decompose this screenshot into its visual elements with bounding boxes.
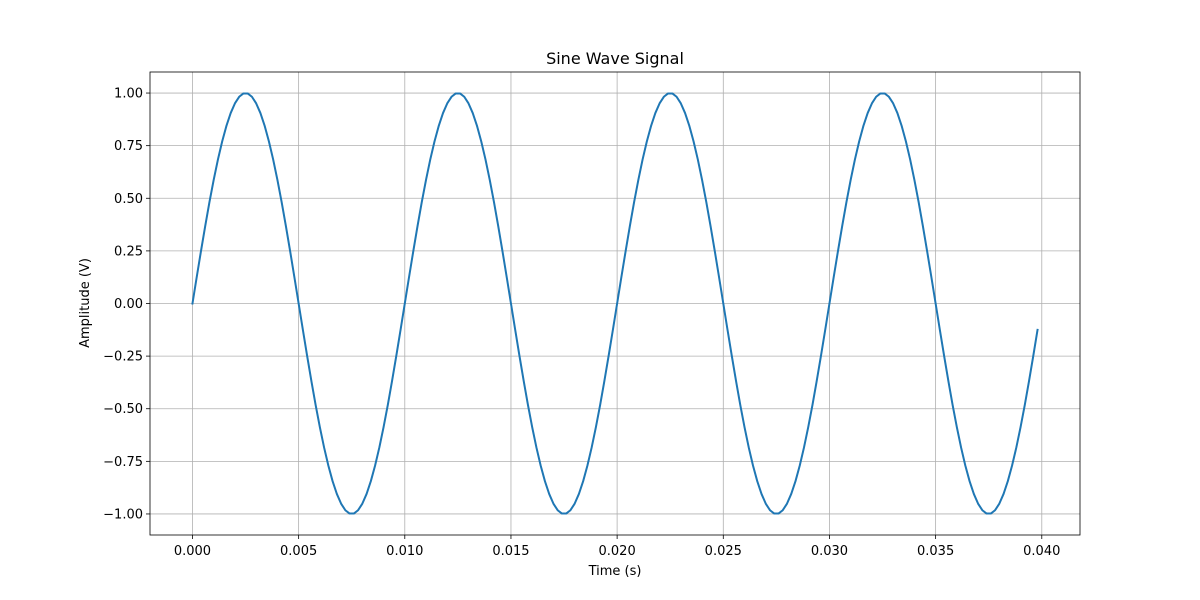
- y-tick-label: 0.00: [114, 297, 143, 312]
- x-tick-label: 0.000: [174, 544, 211, 559]
- x-tick-label: 0.030: [811, 544, 848, 559]
- y-tick-label: −0.25: [103, 350, 143, 365]
- x-tick-label: 0.010: [386, 544, 423, 559]
- x-tick-label: 0.040: [1023, 544, 1060, 559]
- y-axis-ticks: 1.00 0.75 0.50 0.25 0.00 −0.25 −0.50 −0.75 −1.00: [103, 87, 150, 522]
- y-axis-label: Amplitude (V): [78, 258, 93, 348]
- x-tick-label: 0.005: [280, 544, 317, 559]
- y-tick-label: 0.50: [114, 192, 143, 207]
- x-tick-label: 0.020: [599, 544, 636, 559]
- y-tick-label: 0.75: [114, 139, 143, 154]
- y-tick-label: −0.75: [103, 455, 143, 470]
- y-tick-label: −0.50: [103, 402, 143, 417]
- y-tick-label: 1.00: [114, 87, 143, 102]
- x-tick-label: 0.015: [492, 544, 529, 559]
- x-tick-label: 0.035: [917, 544, 954, 559]
- x-axis-ticks: 0.000 0.005 0.010 0.015 0.020 0.025 0.030 0.035…: [174, 535, 1060, 559]
- chart-title: Sine Wave Signal: [546, 49, 684, 68]
- x-axis-label: Time (s): [588, 564, 642, 579]
- y-tick-label: −1.00: [103, 507, 143, 522]
- x-tick-label: 0.025: [705, 544, 742, 559]
- sine-wave-line: [191, 92, 1039, 515]
- y-tick-label: 0.25: [114, 244, 143, 259]
